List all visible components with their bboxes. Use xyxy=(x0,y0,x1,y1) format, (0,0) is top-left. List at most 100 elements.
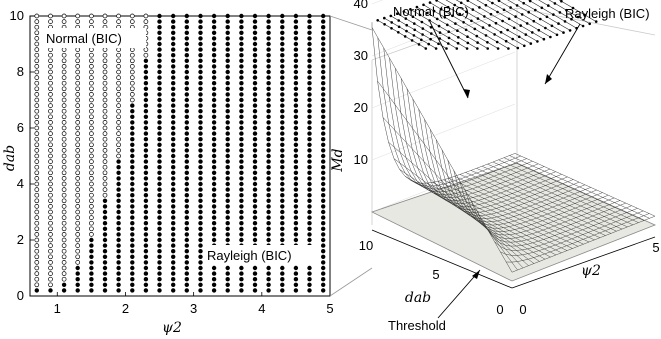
rayleigh-point xyxy=(171,131,176,136)
normal-point xyxy=(116,52,121,58)
rayleigh-point xyxy=(89,288,94,293)
plateau-point xyxy=(422,3,425,7)
plateau-point xyxy=(496,10,499,14)
rayleigh-point xyxy=(307,232,312,237)
rayleigh-point xyxy=(157,120,162,125)
surface-panel: 10 20 30 40 Md 10 5 0 dab 0 5 ψ2 Normal (BI… xyxy=(330,0,660,333)
upper-surface-stripes xyxy=(371,0,598,50)
rayleigh-point xyxy=(252,142,258,147)
rayleigh-point xyxy=(211,265,217,271)
normal-point xyxy=(102,176,108,181)
rayleigh-point xyxy=(239,81,244,86)
normal-point xyxy=(34,24,40,30)
rayleigh-point xyxy=(130,187,135,192)
rayleigh-point xyxy=(239,103,244,108)
plateau-point xyxy=(547,4,550,7)
rayleigh-point xyxy=(252,181,258,187)
rayleigh-point xyxy=(225,131,230,136)
rayleigh-point xyxy=(307,53,312,58)
normal-point xyxy=(34,97,40,103)
rayleigh-point xyxy=(89,249,94,254)
rayleigh-point xyxy=(239,153,244,159)
normal-point xyxy=(48,176,53,181)
rayleigh-point xyxy=(225,25,230,30)
rayleigh-point xyxy=(198,92,203,97)
rayleigh-point xyxy=(143,103,149,108)
rayleigh-point xyxy=(280,142,285,147)
rayleigh-point xyxy=(321,125,326,131)
rayleigh-point xyxy=(321,271,326,276)
rayleigh-point xyxy=(280,120,285,125)
plateau-point xyxy=(494,21,498,25)
rayleigh-point xyxy=(321,19,326,24)
rayleigh-point xyxy=(266,109,271,114)
plateau-stripe xyxy=(390,15,447,49)
normal-point xyxy=(129,80,135,86)
normal-point xyxy=(75,187,81,192)
rayleigh-point xyxy=(171,226,176,231)
rayleigh-point xyxy=(75,277,80,282)
rayleigh-point xyxy=(307,159,312,164)
normal-point xyxy=(61,254,67,260)
rayleigh-point xyxy=(143,114,149,120)
normal-point xyxy=(75,64,81,69)
rayleigh-point xyxy=(307,103,312,108)
rayleigh-point xyxy=(239,142,244,147)
rayleigh-point xyxy=(171,142,176,147)
plateau-point xyxy=(515,4,519,7)
rayleigh-point xyxy=(184,131,189,136)
plateau-stripe xyxy=(538,0,584,27)
normal-point xyxy=(75,69,81,75)
rayleigh-point xyxy=(280,97,285,103)
surface-mesh-line xyxy=(426,182,568,251)
rayleigh-point xyxy=(239,53,244,58)
rayleigh-point xyxy=(239,137,244,142)
rayleigh-point xyxy=(239,92,244,97)
rayleigh-point xyxy=(184,243,189,248)
rayleigh-point xyxy=(307,271,312,276)
rayleigh-point xyxy=(280,36,285,41)
rayleigh-point xyxy=(171,92,176,97)
rayleigh-point xyxy=(130,137,135,142)
rayleigh-point xyxy=(130,114,135,120)
plateau-stripe xyxy=(410,9,478,49)
normal-point xyxy=(61,58,67,64)
rayleigh-point xyxy=(157,131,162,136)
rayleigh-point xyxy=(321,92,326,97)
rayleigh-point xyxy=(280,193,285,198)
plateau-point xyxy=(588,22,591,26)
plateau-point xyxy=(542,37,546,41)
rayleigh-point xyxy=(225,30,230,35)
normal-point xyxy=(75,125,81,131)
rayleigh-point xyxy=(184,81,189,86)
normal-point xyxy=(75,131,81,136)
normal-point xyxy=(89,215,94,220)
scatter-y-tick-label: 10 xyxy=(10,8,24,23)
rayleigh-point xyxy=(89,265,94,271)
rayleigh-point xyxy=(143,237,149,243)
rayleigh-point xyxy=(211,81,217,86)
rayleigh-point xyxy=(225,64,230,69)
plateau-point xyxy=(483,15,486,18)
rayleigh-point xyxy=(280,114,285,120)
rayleigh-point xyxy=(184,198,189,203)
rayleigh-point xyxy=(252,75,258,80)
rayleigh-point xyxy=(239,30,244,35)
plateau-point xyxy=(417,43,421,46)
normal-point xyxy=(89,198,94,204)
rayleigh-point xyxy=(143,165,149,170)
rayleigh-point xyxy=(211,97,217,103)
rayleigh-point xyxy=(293,19,299,24)
rayleigh-point xyxy=(143,81,149,86)
rayleigh-point xyxy=(266,69,271,75)
rayleigh-point xyxy=(266,181,271,187)
normal-point xyxy=(102,153,108,159)
rayleigh-point xyxy=(266,41,271,47)
rayleigh-point xyxy=(280,181,285,187)
rayleigh-point xyxy=(184,103,189,108)
plateau-point xyxy=(404,17,408,20)
rayleigh-point xyxy=(171,30,176,35)
rayleigh-point xyxy=(184,125,189,131)
surface-dab-axis-label: dab xyxy=(405,290,431,306)
